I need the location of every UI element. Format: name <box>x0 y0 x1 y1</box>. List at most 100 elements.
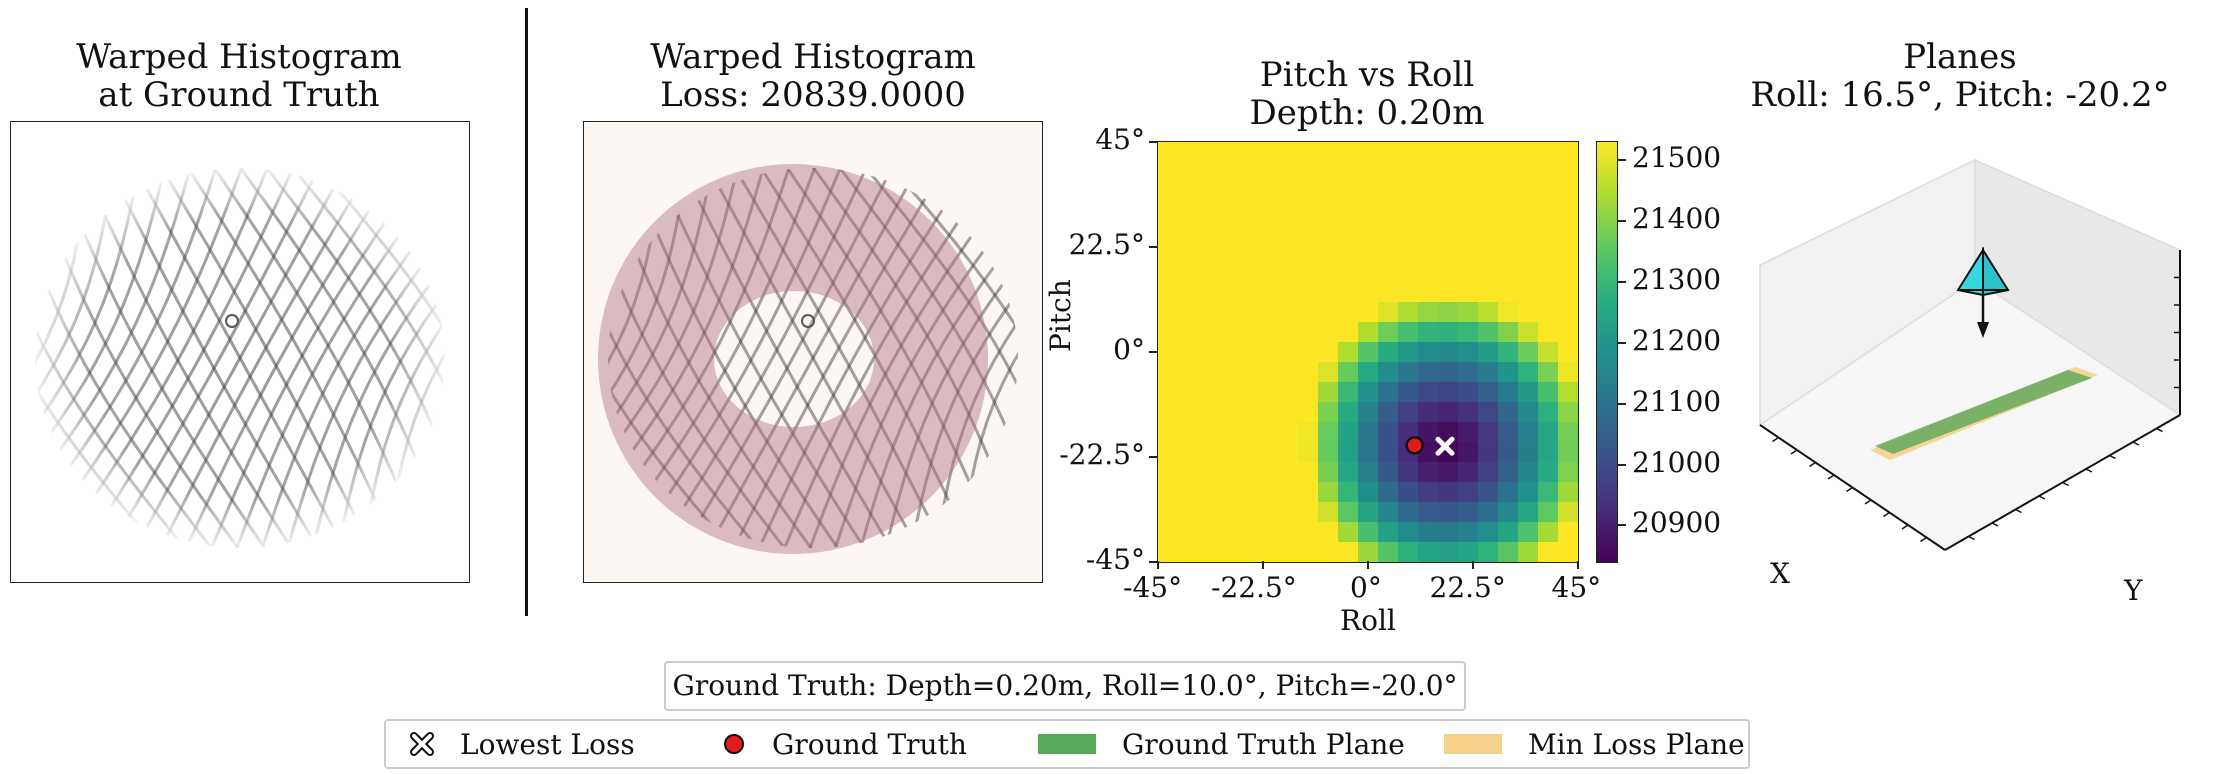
heatmap-cell <box>1338 162 1359 183</box>
heatmap-cell <box>1178 402 1199 423</box>
heatmap-cell <box>1558 362 1578 383</box>
warped-hist-title-line2: Loss: 20839.0000 <box>660 75 966 115</box>
heatmap-cell <box>1358 522 1379 543</box>
heatmap-cell <box>1438 182 1459 203</box>
heatmap-cell <box>1338 282 1359 303</box>
heatmap-cell <box>1258 322 1279 343</box>
heatmap-cell <box>1158 382 1179 403</box>
heatmap-cell <box>1438 542 1459 562</box>
heatmap-cell <box>1278 182 1299 203</box>
heatmap-cell <box>1358 422 1379 443</box>
heatmap-cell <box>1478 302 1499 323</box>
planes-3d-plot <box>1758 158 2182 551</box>
legend-label-gt-plane: Ground Truth Plane <box>1122 727 1405 761</box>
heatmap-x-tick: -22.5° <box>1211 571 1297 604</box>
heatmap-cell <box>1398 362 1419 383</box>
heatmap-cell <box>1338 402 1359 423</box>
heatmap-cell <box>1438 502 1459 523</box>
heatmap-cell <box>1418 502 1439 523</box>
heatmap-cell <box>1498 542 1519 562</box>
heatmap-cell <box>1538 202 1559 223</box>
heatmap-cell <box>1198 482 1219 503</box>
heatmap-cell <box>1258 242 1279 263</box>
heatmap-cell <box>1398 262 1419 283</box>
heatmap-cell <box>1478 342 1499 363</box>
legend-item-ground-truth: Ground Truth <box>722 721 967 767</box>
heatmap-cell <box>1538 262 1559 283</box>
heatmap-cell <box>1338 202 1359 223</box>
colorbar-tick: 21300 <box>1632 263 1722 296</box>
heatmap-cell <box>1158 222 1179 243</box>
heatmap-cell <box>1558 182 1578 203</box>
heatmap-cell <box>1398 382 1419 403</box>
heatmap-cell <box>1298 162 1319 183</box>
heatmap-cell <box>1218 142 1239 163</box>
colorbar-tick: 21200 <box>1632 323 1722 357</box>
heatmap-cell <box>1378 322 1399 343</box>
heatmap-cell <box>1238 242 1259 263</box>
heatmap-cell <box>1498 282 1519 303</box>
heatmap-cell <box>1338 482 1359 503</box>
heatmap-cell <box>1318 542 1339 562</box>
heatmap-cell <box>1278 502 1299 523</box>
planes-title-line1: Planes <box>1903 37 2017 77</box>
heatmap-cell <box>1178 162 1199 183</box>
heatmap-cell <box>1178 262 1199 283</box>
heatmap-cell <box>1458 462 1479 483</box>
heatmap-cell <box>1378 182 1399 203</box>
heatmap-cell <box>1298 182 1319 203</box>
heatmap-cell <box>1458 262 1479 283</box>
colorbar-tickmark <box>1618 159 1626 162</box>
heatmap-cell <box>1198 242 1219 263</box>
warped-hist-panel <box>583 121 1043 583</box>
heatmap-cell <box>1378 162 1399 183</box>
heatmap-cell <box>1318 162 1339 183</box>
heatmap-cell <box>1498 142 1519 163</box>
ground-truth-plane <box>1875 370 2092 454</box>
heatmap-cell <box>1198 322 1219 343</box>
heatmap-cell <box>1418 142 1439 163</box>
heatmap-cell <box>1298 522 1319 543</box>
heatmap-cell <box>1458 442 1479 463</box>
planes-title-line2: Roll: 16.5°, Pitch: -20.2° <box>1750 75 2170 115</box>
heatmap-cell <box>1518 162 1539 183</box>
heatmap-cell <box>1178 422 1199 443</box>
heatmap-cell <box>1298 402 1319 423</box>
heatmap-cell <box>1398 162 1419 183</box>
colorbar-gradient <box>1597 142 1617 562</box>
heatmap-cell <box>1398 222 1419 243</box>
heatmap-cell <box>1178 322 1199 343</box>
heatmap-cell <box>1558 422 1578 443</box>
center-ring-icon <box>225 314 239 328</box>
heatmap-cell <box>1418 462 1439 483</box>
heatmap-y-tickmark <box>1149 246 1157 248</box>
heatmap-cell <box>1278 422 1299 443</box>
heatmap-cell <box>1558 302 1578 323</box>
heatmap-cell <box>1218 482 1239 503</box>
orange-swatch-icon <box>1444 734 1502 754</box>
heatmap-cell <box>1518 262 1539 283</box>
heatmap-cell <box>1478 502 1499 523</box>
heatmap-x-tickmark <box>1367 561 1369 569</box>
heatmap-cell <box>1458 342 1479 363</box>
heatmap-cell <box>1558 522 1578 543</box>
heatmap-cell <box>1338 222 1359 243</box>
heatmap-cell <box>1458 522 1479 543</box>
heatmap-cell <box>1278 542 1299 562</box>
heatmap-cell <box>1358 242 1379 263</box>
heatmap-cell <box>1238 502 1259 523</box>
heatmap-cell <box>1218 162 1239 183</box>
heatmap-cell <box>1238 322 1259 343</box>
heatmap-cell <box>1158 182 1179 203</box>
heatmap-cell <box>1238 522 1259 543</box>
heatmap-cell <box>1258 502 1279 523</box>
heatmap-cell <box>1538 462 1559 483</box>
heatmap-cell <box>1198 362 1219 383</box>
heatmap-cell <box>1538 342 1559 363</box>
heatmap-cell <box>1398 282 1419 303</box>
heatmap-cell <box>1398 502 1419 523</box>
heatmap-cell <box>1498 182 1519 203</box>
heatmap-cell <box>1338 302 1359 323</box>
gt-hist-title-line1: Warped Histogram <box>76 37 402 77</box>
heatmap-cell <box>1238 222 1259 243</box>
